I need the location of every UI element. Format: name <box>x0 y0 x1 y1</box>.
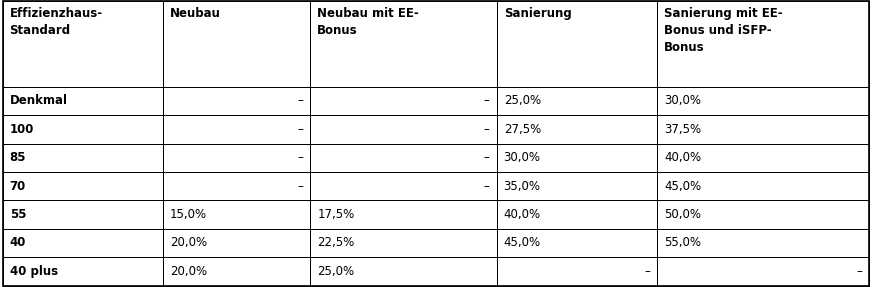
Text: Neubau: Neubau <box>170 7 221 20</box>
Bar <box>163 257 310 286</box>
Bar <box>497 257 657 286</box>
Bar <box>497 144 657 172</box>
Bar <box>310 115 497 144</box>
Text: –: – <box>297 94 303 107</box>
Bar <box>657 115 869 144</box>
Bar <box>3 144 163 172</box>
Bar <box>3 87 163 115</box>
Text: Neubau mit EE-
Bonus: Neubau mit EE- Bonus <box>317 7 419 37</box>
Text: 25,0%: 25,0% <box>317 265 354 278</box>
Bar <box>163 144 310 172</box>
Text: 40: 40 <box>10 236 26 249</box>
Text: 50,0%: 50,0% <box>664 208 701 221</box>
Bar <box>163 1 310 87</box>
Bar <box>497 1 657 87</box>
Text: 30,0%: 30,0% <box>664 94 701 107</box>
Text: 27,5%: 27,5% <box>504 123 541 136</box>
Text: –: – <box>297 180 303 193</box>
Bar <box>310 1 497 87</box>
Bar <box>497 87 657 115</box>
Bar <box>310 200 497 229</box>
Bar <box>3 172 163 200</box>
Bar <box>3 257 163 286</box>
Text: 40,0%: 40,0% <box>504 208 541 221</box>
Text: 20,0%: 20,0% <box>170 265 207 278</box>
Text: –: – <box>484 151 490 164</box>
Text: Sanierung mit EE-
Bonus und iSFP-
Bonus: Sanierung mit EE- Bonus und iSFP- Bonus <box>664 7 783 54</box>
Bar <box>657 257 869 286</box>
Text: 20,0%: 20,0% <box>170 236 207 249</box>
Text: 17,5%: 17,5% <box>317 208 355 221</box>
Text: 40,0%: 40,0% <box>664 151 701 164</box>
Text: 55: 55 <box>10 208 26 221</box>
Text: 30,0%: 30,0% <box>504 151 541 164</box>
Text: –: – <box>484 123 490 136</box>
Bar <box>497 229 657 257</box>
Bar <box>163 200 310 229</box>
Text: Effizienzhaus-
Standard: Effizienzhaus- Standard <box>10 7 103 37</box>
Text: 40 plus: 40 plus <box>10 265 58 278</box>
Bar <box>310 257 497 286</box>
Bar <box>3 229 163 257</box>
Text: 37,5%: 37,5% <box>664 123 701 136</box>
Text: 85: 85 <box>10 151 26 164</box>
Text: 25,0%: 25,0% <box>504 94 541 107</box>
Bar <box>497 200 657 229</box>
Bar <box>310 144 497 172</box>
Text: –: – <box>484 180 490 193</box>
Bar <box>657 87 869 115</box>
Text: –: – <box>297 151 303 164</box>
Text: 22,5%: 22,5% <box>317 236 355 249</box>
Bar <box>3 115 163 144</box>
Text: 55,0%: 55,0% <box>664 236 701 249</box>
Text: 100: 100 <box>10 123 34 136</box>
Text: Sanierung: Sanierung <box>504 7 571 20</box>
Text: –: – <box>484 94 490 107</box>
Text: –: – <box>856 265 862 278</box>
Bar <box>163 87 310 115</box>
Bar <box>497 172 657 200</box>
Bar <box>310 229 497 257</box>
Bar <box>163 172 310 200</box>
Bar <box>310 87 497 115</box>
Text: –: – <box>644 265 650 278</box>
Bar <box>657 200 869 229</box>
Text: 45,0%: 45,0% <box>664 180 701 193</box>
Bar <box>3 1 163 87</box>
Text: 45,0%: 45,0% <box>504 236 541 249</box>
Bar <box>657 1 869 87</box>
Text: 15,0%: 15,0% <box>170 208 207 221</box>
Bar <box>657 144 869 172</box>
Bar <box>3 200 163 229</box>
Text: Denkmal: Denkmal <box>10 94 68 107</box>
Bar <box>310 172 497 200</box>
Bar <box>163 115 310 144</box>
Bar <box>657 229 869 257</box>
Text: 70: 70 <box>10 180 26 193</box>
Bar <box>657 172 869 200</box>
Bar <box>163 229 310 257</box>
Bar <box>497 115 657 144</box>
Text: 35,0%: 35,0% <box>504 180 541 193</box>
Text: –: – <box>297 123 303 136</box>
